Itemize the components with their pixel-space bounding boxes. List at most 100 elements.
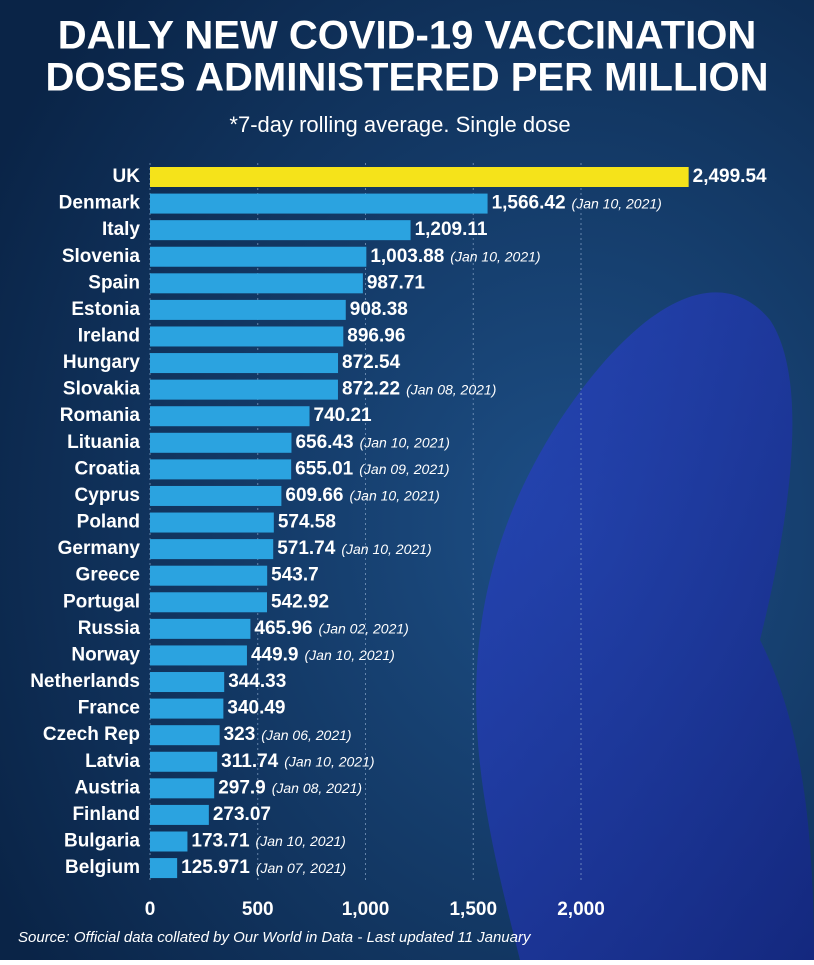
date-note: (Jan 10, 2021) <box>305 647 395 663</box>
source: Source: Official data collated by Our Wo… <box>18 929 532 946</box>
value-label: 571.74 <box>277 538 336 559</box>
date-note: (Jan 10, 2021) <box>341 541 431 557</box>
chart-title: DOSES ADMINISTERED PER MILLION <box>45 56 768 100</box>
bar <box>150 246 367 267</box>
bar <box>150 672 225 693</box>
y-tick-label: Romania <box>60 405 141 426</box>
value-label: 543.7 <box>271 565 319 586</box>
value-label: 2,499.54 <box>693 166 767 187</box>
bar <box>150 406 310 427</box>
value-label: 344.33 <box>228 671 286 692</box>
date-note: (Jan 02, 2021) <box>319 621 409 637</box>
x-tick-label: 2,000 <box>557 899 605 920</box>
y-tick-label: Spain <box>88 272 140 293</box>
date-note: (Jan 10, 2021) <box>572 195 662 211</box>
bar <box>150 299 346 320</box>
bar <box>150 539 274 560</box>
bar <box>150 512 274 533</box>
bar <box>150 353 339 374</box>
value-label: 1,003.88 <box>370 246 444 267</box>
bar <box>150 831 188 852</box>
y-tick-label: Belgium <box>65 857 140 878</box>
value-label: 740.21 <box>314 405 373 426</box>
value-label: 311.74 <box>221 751 278 772</box>
date-note: (Jan 08, 2021) <box>272 780 362 796</box>
y-tick-label: Croatia <box>75 458 141 479</box>
x-tick-label: 500 <box>242 899 274 920</box>
chart-title: DAILY NEW COVID-19 VACCINATION <box>58 14 757 58</box>
bar <box>150 751 218 772</box>
value-label: 1,566.42 <box>492 193 566 214</box>
date-note: (Jan 08, 2021) <box>406 381 496 397</box>
value-label: 449.9 <box>251 644 299 665</box>
y-tick-label: Slovakia <box>63 379 141 400</box>
y-tick-label: Czech Rep <box>43 724 140 745</box>
y-tick-label: Estonia <box>71 299 140 320</box>
value-label: 173.71 <box>191 831 250 852</box>
bar <box>150 326 344 347</box>
y-tick-label: Greece <box>76 565 140 586</box>
bar <box>150 618 251 639</box>
bar <box>150 220 411 241</box>
y-tick-label: Latvia <box>85 751 140 772</box>
date-note: (Jan 10, 2021) <box>360 435 450 451</box>
glove-image <box>476 292 814 960</box>
y-tick-label: Cyprus <box>75 485 140 506</box>
x-tick-label: 1,500 <box>449 899 497 920</box>
y-tick-label: Germany <box>58 538 141 559</box>
value-label: 872.54 <box>342 352 401 373</box>
bar <box>150 432 292 453</box>
y-tick-label: France <box>78 698 140 719</box>
date-note: (Jan 10, 2021) <box>350 488 440 504</box>
y-tick-label: Denmark <box>59 193 141 214</box>
y-tick-label: Norway <box>71 644 140 665</box>
bar <box>150 565 268 586</box>
value-label: 273.07 <box>213 804 271 825</box>
bar <box>150 193 488 214</box>
bar <box>150 858 178 879</box>
bar <box>150 167 689 187</box>
bar <box>150 698 224 719</box>
date-note: (Jan 06, 2021) <box>261 727 351 743</box>
bar <box>150 725 220 746</box>
y-tick-label: Portugal <box>63 591 140 612</box>
value-label: 340.49 <box>227 698 285 719</box>
y-tick-label: Hungary <box>63 352 141 373</box>
date-note: (Jan 09, 2021) <box>359 461 449 477</box>
y-tick-label: Slovenia <box>62 246 141 267</box>
y-tick-label: Netherlands <box>30 671 140 692</box>
bar <box>150 778 215 799</box>
value-label: 574.58 <box>278 512 336 533</box>
y-tick-label: Poland <box>77 512 140 533</box>
date-note: (Jan 10, 2021) <box>450 248 540 264</box>
value-label: 655.01 <box>295 458 354 479</box>
y-tick-label: UK <box>113 166 141 187</box>
bar <box>150 273 363 294</box>
date-note: (Jan 10, 2021) <box>256 833 346 849</box>
value-label: 125.971 <box>181 857 250 878</box>
bar <box>150 459 292 480</box>
bar <box>150 379 338 400</box>
y-tick-label: Austria <box>75 777 141 798</box>
y-tick-label: Bulgaria <box>64 831 140 852</box>
date-note: (Jan 10, 2021) <box>284 753 374 769</box>
value-label: 542.92 <box>271 591 329 612</box>
value-label: 872.22 <box>342 379 400 400</box>
y-tick-label: Italy <box>102 219 140 240</box>
x-tick-label: 0 <box>145 899 156 920</box>
value-label: 896.96 <box>347 325 405 346</box>
bar <box>150 645 247 666</box>
value-label: 323 <box>224 724 256 745</box>
y-tick-label: Ireland <box>78 325 140 346</box>
y-tick-label: Lituania <box>67 432 140 453</box>
y-tick-label: Finland <box>72 804 140 825</box>
value-label: 465.96 <box>254 618 312 639</box>
value-label: 656.43 <box>295 432 353 453</box>
bar <box>150 485 282 506</box>
x-tick-label: 1,000 <box>342 899 390 920</box>
value-label: 297.9 <box>218 777 266 798</box>
value-label: 987.71 <box>367 272 426 293</box>
value-label: 609.66 <box>285 485 343 506</box>
value-label: 908.38 <box>350 299 408 320</box>
